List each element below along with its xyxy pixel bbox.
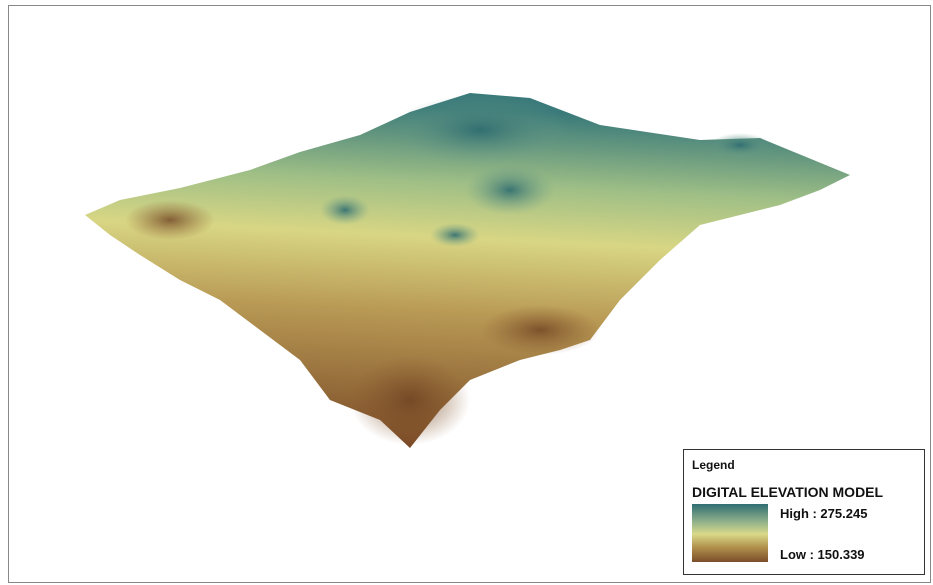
legend-title: Legend xyxy=(692,458,735,472)
valley xyxy=(125,200,215,240)
peak xyxy=(465,165,555,215)
map-frame xyxy=(8,5,931,583)
legend-low: Low : 150.339 xyxy=(780,547,865,562)
color-ramp xyxy=(692,504,768,562)
legend-layer: DIGITAL ELEVATION MODEL xyxy=(692,484,884,500)
terrain-surface xyxy=(85,93,850,448)
valley xyxy=(480,305,600,355)
peak xyxy=(390,95,570,165)
legend-high: High : 275.245 xyxy=(780,506,868,521)
legend: Legend DIGITAL ELEVATION MODEL High : 27… xyxy=(683,449,925,575)
peak xyxy=(320,195,370,225)
peak xyxy=(710,133,770,157)
peak xyxy=(430,223,480,247)
valley xyxy=(350,355,470,445)
